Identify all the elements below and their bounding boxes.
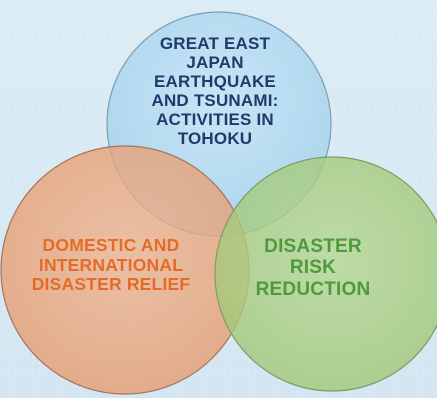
top-label-line: ACTIVITIES IN <box>156 110 274 130</box>
right-label-line: DISASTER <box>264 236 362 257</box>
right-label-line: REDUCTION <box>255 278 371 300</box>
top-label-line: GREAT EAST <box>159 34 271 53</box>
top-label-line: EARTHQUAKE <box>154 72 276 92</box>
top-label-line: TOHOKU <box>177 129 253 149</box>
top-label-line: JAPAN <box>186 53 244 73</box>
left-label-line: DOMESTIC AND <box>42 235 180 255</box>
left-label-line: DISASTER RELIEF <box>31 274 191 295</box>
left-label-line: INTERNATIONAL <box>38 254 184 275</box>
circle-right <box>214 156 437 392</box>
right-circle-label: DISASTER RISK REDUCTION <box>248 236 378 300</box>
top-label-line: AND TSUNAMI: <box>151 91 279 111</box>
left-circle-label: DOMESTIC AND INTERNATIONAL DISASTER RELI… <box>2 235 220 295</box>
top-circle-label: GREAT EAST JAPAN EARTHQUAKE AND TSUNAMI:… <box>140 34 290 148</box>
right-label-line: RISK <box>289 257 337 279</box>
